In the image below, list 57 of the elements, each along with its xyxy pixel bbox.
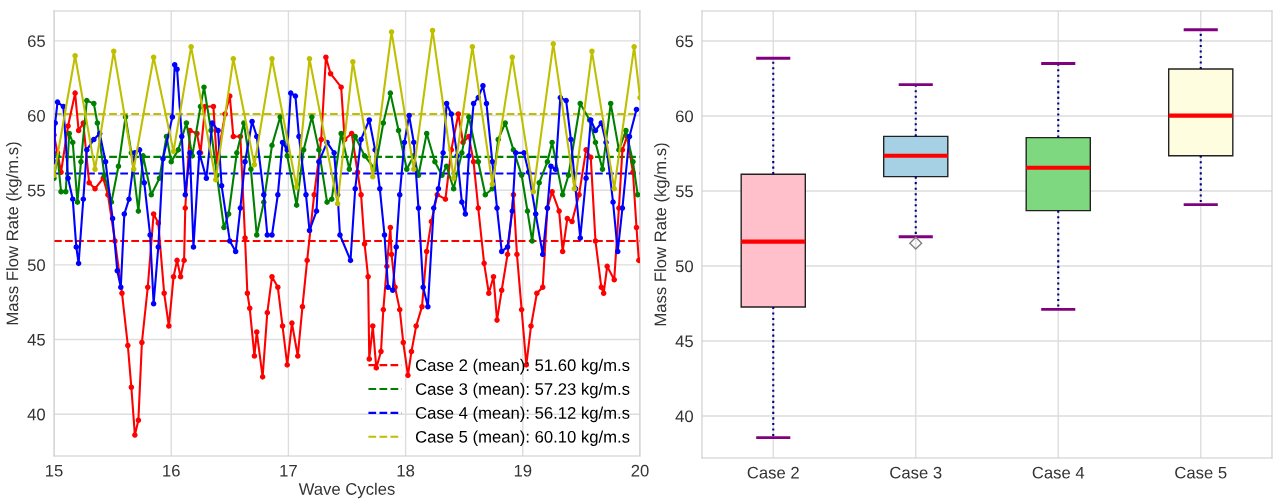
point bbox=[212, 176, 219, 183]
point bbox=[469, 44, 476, 50]
point bbox=[429, 27, 436, 34]
x-tick-label: 15 bbox=[46, 464, 63, 477]
point bbox=[170, 148, 177, 155]
point bbox=[92, 166, 98, 173]
point bbox=[72, 53, 78, 59]
point bbox=[631, 44, 637, 50]
y-tick-label: 50 bbox=[675, 260, 694, 273]
point bbox=[230, 56, 237, 62]
x-tick-label: 17 bbox=[280, 464, 297, 477]
point bbox=[269, 56, 275, 62]
point bbox=[509, 54, 516, 61]
y-axis-title: Mass Flow Rate (kg/m.s) bbox=[654, 143, 670, 326]
y-tick-label: 50 bbox=[27, 259, 46, 272]
point bbox=[110, 48, 117, 55]
x-tick-label: 20 bbox=[631, 464, 649, 477]
point bbox=[388, 29, 395, 35]
y-tick-label: 45 bbox=[675, 335, 693, 348]
y-axis-title: Mass Flow Rate (kg/m.s) bbox=[6, 142, 22, 325]
y-tick-label: 65 bbox=[27, 35, 45, 48]
y-tick-label: 55 bbox=[675, 185, 693, 198]
legend-label: Case 5 (mean): 60.10 kg/m.s bbox=[415, 430, 630, 446]
x-tick-label: 18 bbox=[397, 464, 415, 477]
y-tick-label: 40 bbox=[27, 408, 46, 421]
point bbox=[251, 162, 258, 168]
y-tick-label: 60 bbox=[675, 110, 694, 123]
point bbox=[411, 166, 417, 173]
point bbox=[306, 56, 313, 62]
point bbox=[611, 185, 617, 192]
point bbox=[589, 48, 595, 55]
y-tick-label: 45 bbox=[27, 334, 45, 346]
point bbox=[450, 175, 457, 182]
x-tick-label: 19 bbox=[514, 464, 532, 477]
point bbox=[530, 188, 537, 195]
x-tick-label: Case 5 bbox=[1175, 466, 1227, 479]
x-tick-label: Case 2 bbox=[747, 466, 799, 479]
x-tick-label: Case 4 bbox=[1032, 466, 1085, 479]
point bbox=[489, 181, 496, 187]
point bbox=[334, 200, 341, 207]
legend-label: Case 4 (mean): 56.12 kg/m.s bbox=[415, 406, 630, 423]
legend-label: Case 2 (mean): 51.60 kg/m.s bbox=[415, 358, 630, 375]
point bbox=[188, 44, 194, 50]
y-tick-label: 65 bbox=[675, 35, 693, 48]
point bbox=[550, 41, 557, 47]
point bbox=[293, 184, 300, 190]
point bbox=[370, 173, 376, 180]
point bbox=[350, 58, 356, 65]
x-axis-title: Wave Cycles bbox=[298, 482, 395, 499]
x-tick-label: Case 3 bbox=[890, 466, 942, 479]
point bbox=[150, 54, 157, 61]
y-tick-label: 40 bbox=[675, 410, 694, 423]
point bbox=[130, 166, 137, 173]
legend-label: Case 3 (mean): 57.23 kg/m.s bbox=[415, 382, 630, 399]
y-tick-label: 60 bbox=[27, 109, 46, 122]
y-tick-label: 55 bbox=[27, 184, 45, 197]
x-tick-label: 16 bbox=[163, 464, 180, 477]
